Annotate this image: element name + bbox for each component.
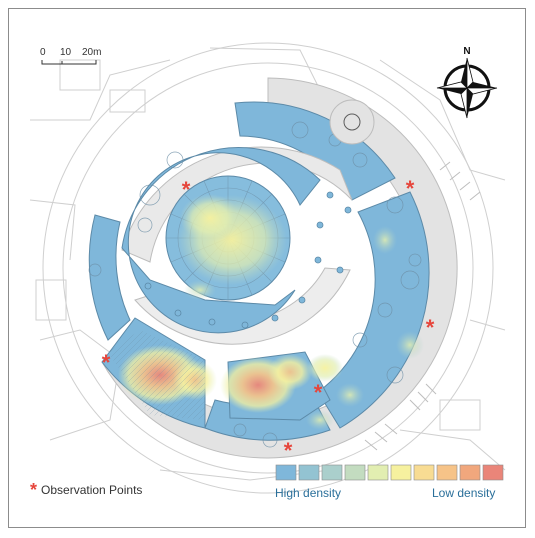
stair-hatching	[364, 161, 481, 451]
scale-bar: 0 10 20m	[40, 47, 101, 65]
legend-swatch	[436, 464, 458, 481]
observation-point-1: *	[182, 177, 191, 202]
legend-swatch	[459, 464, 481, 481]
observation-star-icon: *	[30, 480, 38, 500]
fountain-inner	[343, 113, 361, 131]
observation-point-6: *	[284, 438, 293, 463]
legend-low-label: Low density	[432, 486, 496, 500]
scale-label-20: 20m	[82, 47, 101, 58]
west-arm-zone	[88, 214, 131, 341]
legend-swatch	[390, 464, 412, 481]
legend-swatch	[321, 464, 343, 481]
observation-legend: * Observation Points	[30, 480, 143, 500]
scale-label-10: 10	[60, 47, 72, 58]
central-plaza-zone	[121, 147, 321, 334]
legend-swatch	[367, 464, 389, 481]
legend-swatch	[275, 464, 297, 481]
lamp-posts	[144, 191, 352, 329]
legend-swatch	[298, 464, 320, 481]
east-garden-zone	[317, 191, 430, 429]
legend-swatches	[275, 464, 504, 481]
observation-point-3: *	[426, 315, 435, 340]
observation-legend-label: Observation Points	[41, 483, 143, 497]
legend-swatch	[482, 464, 504, 481]
north-arrow-icon: N	[436, 46, 498, 119]
northeast-garden-zone	[234, 101, 396, 201]
legend-swatch	[344, 464, 366, 481]
southwest-grid-paving	[108, 330, 205, 420]
observation-points: * * * * * *	[102, 176, 435, 463]
context-lines	[29, 42, 506, 494]
observation-point-2: *	[406, 176, 415, 201]
observation-point-4: *	[102, 350, 111, 375]
legend-high-label: High density	[275, 486, 342, 500]
fountain-circle	[329, 99, 375, 145]
observation-point-5: *	[314, 380, 323, 405]
north-letter: N	[463, 46, 470, 57]
legend-swatch	[413, 464, 435, 481]
scale-label-0: 0	[40, 47, 46, 58]
